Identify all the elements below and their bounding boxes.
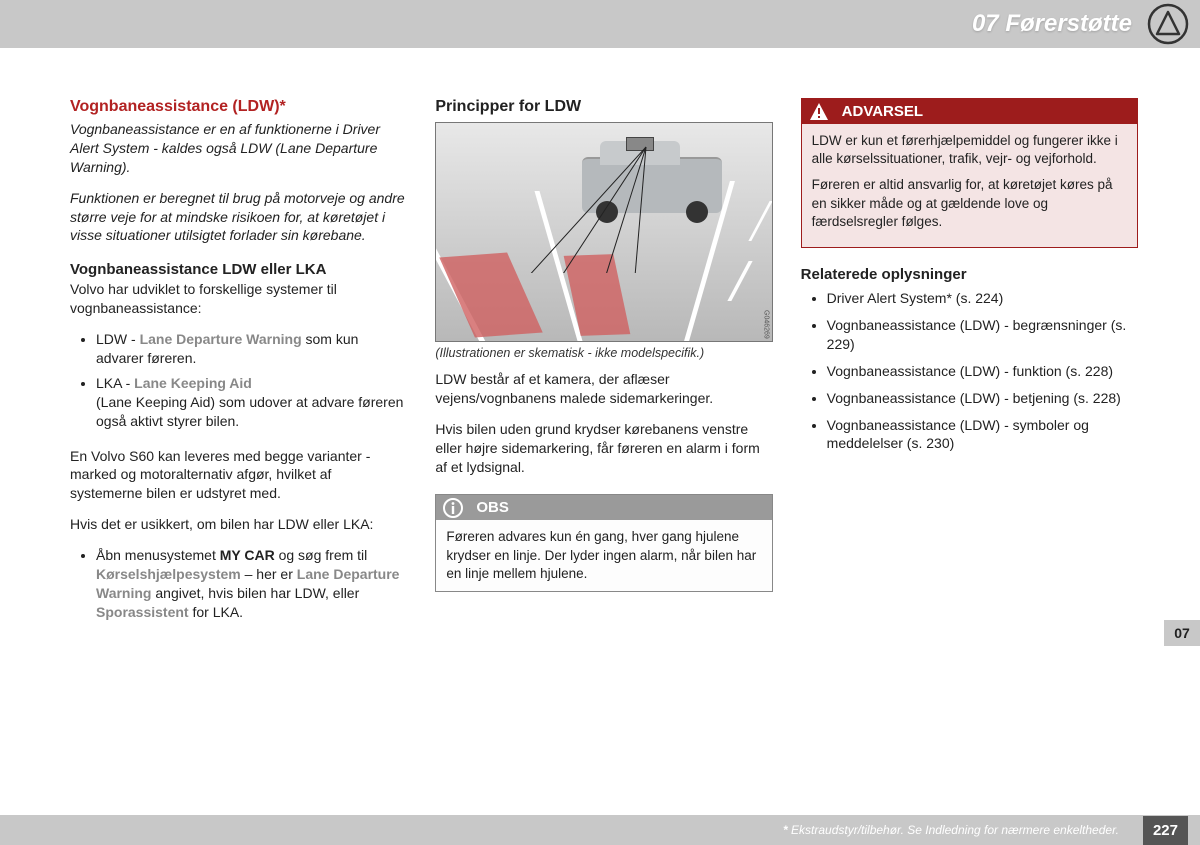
column-3: ADVARSEL LDW er kun et førerhjælpemiddel… xyxy=(801,98,1138,799)
paragraph: En Volvo S60 kan leveres med begge varia… xyxy=(70,447,407,504)
text: og søg frem til xyxy=(275,547,368,563)
section-tab: 07 xyxy=(1164,620,1200,646)
chapter-title: 07 Førerstøtte xyxy=(972,10,1132,38)
column-1: Vognbaneassistance (LDW)* Vognbaneassist… xyxy=(70,98,407,799)
term: MY CAR xyxy=(220,547,275,563)
related-item: Vognbaneassistance (LDW) - funktion (s. … xyxy=(827,362,1138,381)
related-item: Driver Alert System* (s. 224) xyxy=(827,289,1138,308)
subheading: Vognbaneassistance LDW eller LKA xyxy=(70,261,407,278)
text: LKA - xyxy=(96,375,134,391)
warning-box: ADVARSEL LDW er kun et førerhjælpemiddel… xyxy=(801,98,1138,248)
intro-paragraph: Vognbaneassistance er en af funktionerne… xyxy=(70,120,407,177)
warning-title: ADVARSEL xyxy=(842,103,923,120)
text: LDW - xyxy=(96,331,140,347)
warning-header: ADVARSEL xyxy=(802,99,1137,124)
related-title: Relaterede oplysninger xyxy=(801,266,1138,283)
related-list: Driver Alert System* (s. 224) Vognbaneas… xyxy=(801,289,1138,461)
text: – her er xyxy=(241,566,297,582)
text: angivet, hvis bilen har LDW, eller xyxy=(151,585,359,601)
warning-paragraph: Føreren er altid ansvarlig for, at køret… xyxy=(812,176,1127,231)
ldw-illustration: G046269 xyxy=(435,122,772,342)
section-title: Vognbaneassistance (LDW)* xyxy=(70,98,407,116)
bullet-list: Åbn menusystemet MY CAR og søg frem til … xyxy=(70,546,407,628)
term: Lane Keeping Aid xyxy=(134,375,252,391)
chapter-header: 07 Førerstøtte xyxy=(0,0,1200,48)
obs-note-box: OBS Føreren advares kun én gang, hver ga… xyxy=(435,494,772,592)
warning-body: LDW er kun et førerhjælpemiddel og funge… xyxy=(802,124,1137,247)
footnote: * Ekstraudstyr/tilbehør. Se Indledning f… xyxy=(783,823,1119,837)
page-number: 227 xyxy=(1143,816,1188,845)
related-item: Vognbaneassistance (LDW) - betjening (s.… xyxy=(827,389,1138,408)
content-columns: Vognbaneassistance (LDW)* Vognbaneassist… xyxy=(70,98,1138,799)
bullet-list: LDW - Lane Departure Warning som kun adv… xyxy=(70,330,407,436)
list-item: LKA - Lane Keeping Aid (Lane Keeping Aid… xyxy=(96,374,407,431)
footnote-text: Ekstraudstyr/tilbehør. Se Indledning for… xyxy=(788,823,1119,837)
obs-title: OBS xyxy=(476,499,509,516)
related-item: Vognbaneassistance (LDW) - begrænsninger… xyxy=(827,316,1138,354)
info-icon xyxy=(442,497,464,519)
obs-note-header: OBS xyxy=(436,495,771,520)
section-title: Principper for LDW xyxy=(435,98,772,116)
paragraph: Funktionen er beregnet til brug på motor… xyxy=(70,189,407,246)
paragraph: Volvo har udviklet to forskellige system… xyxy=(70,280,407,318)
warning-triangle-icon xyxy=(808,101,830,123)
term: Kørselshjælpesystem xyxy=(96,566,241,582)
text: Åbn menusystemet xyxy=(96,547,220,563)
term: Sporassistent xyxy=(96,604,189,620)
paragraph: LDW består af et kamera, der aflæser vej… xyxy=(435,370,772,408)
text: for LKA. xyxy=(189,604,243,620)
paragraph: Hvis det er usikkert, om bilen har LDW e… xyxy=(70,515,407,534)
camera-rays xyxy=(436,123,736,273)
text: (Lane Keeping Aid) som udover at advare … xyxy=(96,394,403,429)
term: Lane Departure Warning xyxy=(140,331,302,347)
illustration-code: G046269 xyxy=(763,310,770,339)
list-item: Åbn menusystemet MY CAR og søg frem til … xyxy=(96,546,407,622)
warning-triangle-circle-icon xyxy=(1146,2,1190,46)
warning-paragraph: LDW er kun et førerhjælpemiddel og funge… xyxy=(812,132,1127,168)
related-item: Vognbaneassistance (LDW) - symboler og m… xyxy=(827,416,1138,454)
paragraph: Hvis bilen uden grund krydser kørebanens… xyxy=(435,420,772,477)
list-item: LDW - Lane Departure Warning som kun adv… xyxy=(96,330,407,368)
obs-note-body: Føreren advares kun én gang, hver gang h… xyxy=(436,520,771,591)
figure-caption: (Illustrationen er skematisk - ikke mode… xyxy=(435,346,772,360)
column-2: Principper for LDW xyxy=(435,98,772,799)
page-footer: * Ekstraudstyr/tilbehør. Se Indledning f… xyxy=(0,815,1200,845)
